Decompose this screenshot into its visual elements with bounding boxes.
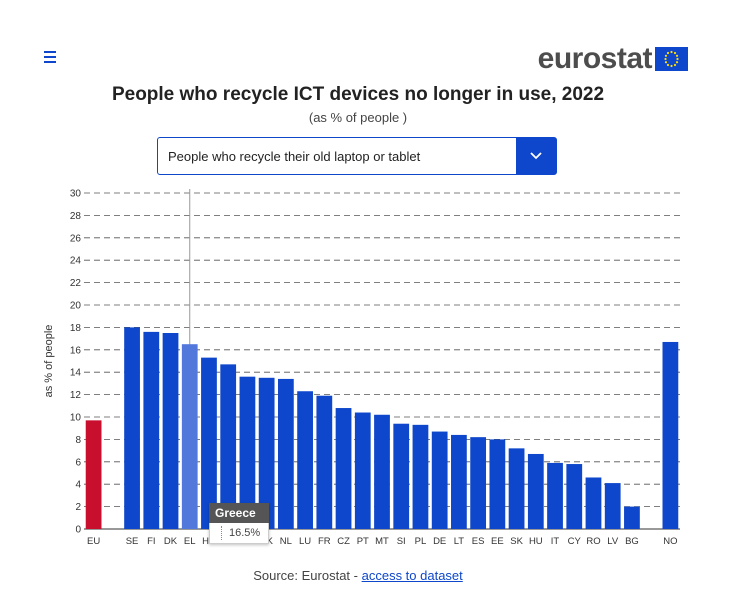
bar-fr xyxy=(316,395,333,529)
logo-text: eurostat xyxy=(537,42,653,75)
bar-es xyxy=(470,437,487,529)
x-tick-label: SE xyxy=(126,536,139,547)
bar-bg xyxy=(624,506,640,529)
bar-nl xyxy=(277,378,294,529)
menu-icon[interactable] xyxy=(44,51,56,63)
y-tick-label: 20 xyxy=(70,301,82,312)
y-tick-label: 12 xyxy=(70,390,82,401)
x-tick-label: FR xyxy=(318,536,331,547)
x-tick-label: DE xyxy=(433,536,446,547)
y-tick-label: 14 xyxy=(70,368,82,379)
y-tick-label: 10 xyxy=(70,413,82,424)
tooltip-value: 16.5% xyxy=(209,523,269,544)
y-tick-label: 18 xyxy=(70,323,82,334)
y-tick-label: 6 xyxy=(75,457,81,468)
bar-lt xyxy=(451,434,467,529)
bar-si xyxy=(393,423,410,529)
x-tick-label: SI xyxy=(397,536,406,547)
bar-lv xyxy=(604,483,621,529)
bar-mt xyxy=(374,414,390,529)
x-tick-label: EL xyxy=(184,536,196,547)
bar-eu xyxy=(85,420,102,529)
tooltip-country: Greece xyxy=(209,503,269,523)
bar-pt xyxy=(354,412,371,529)
chevron-down-icon[interactable] xyxy=(516,138,556,174)
bar-sk xyxy=(258,377,275,529)
y-tick-label: 2 xyxy=(75,502,81,513)
x-tick-label: SK xyxy=(510,536,523,547)
bar-pl xyxy=(412,424,429,529)
bar-dk xyxy=(162,333,179,529)
y-tick-label: 22 xyxy=(70,278,82,289)
bar-se xyxy=(124,327,140,529)
indicator-dropdown-value: People who recycle their old laptop or t… xyxy=(168,148,421,164)
x-tick-label: CY xyxy=(568,536,582,547)
x-tick-label: PL xyxy=(415,536,427,547)
x-tick-label: DK xyxy=(164,536,178,547)
bar-cz xyxy=(335,408,352,529)
bar-ee xyxy=(489,439,506,529)
bar-lu xyxy=(297,391,313,529)
y-tick-label: 4 xyxy=(75,480,81,491)
bar-el xyxy=(181,344,198,529)
y-axis-label: as % of people xyxy=(43,325,55,398)
y-tick-label: 26 xyxy=(70,233,82,244)
x-tick-label: LV xyxy=(607,536,619,547)
x-tick-label: NO xyxy=(663,536,677,547)
y-tick-label: 28 xyxy=(70,211,82,222)
source-prefix: Source: Eurostat - xyxy=(253,568,362,583)
source-note: Source: Eurostat - access to dataset xyxy=(0,568,716,583)
chart-tooltip: Greece 16.5% xyxy=(209,503,269,544)
bar-ro xyxy=(585,477,602,529)
bar-fi xyxy=(143,331,160,529)
x-tick-label: FI xyxy=(147,536,155,547)
bar-be xyxy=(220,364,237,529)
y-tick-label: 24 xyxy=(70,256,82,267)
eu-flag-icon xyxy=(655,47,688,71)
bar-at xyxy=(239,376,256,529)
bar-cy xyxy=(566,464,583,529)
eurostat-logo: eurostat xyxy=(538,44,688,74)
y-tick-label: 8 xyxy=(75,435,81,446)
chart-title: People who recycle ICT devices no longer… xyxy=(111,84,605,105)
bar-it xyxy=(547,462,563,529)
bar-no xyxy=(662,341,679,529)
x-tick-label: ES xyxy=(472,536,485,547)
x-tick-label: PT xyxy=(357,536,369,547)
bar-de xyxy=(431,431,448,529)
x-tick-label: HU xyxy=(529,536,543,547)
dataset-link[interactable]: access to dataset xyxy=(361,568,463,583)
y-tick-label: 0 xyxy=(75,525,81,536)
x-tick-label: EE xyxy=(491,536,504,547)
y-tick-label: 30 xyxy=(70,189,82,200)
x-tick-label: LT xyxy=(454,536,465,547)
bar-sk xyxy=(508,448,525,529)
x-tick-label: LU xyxy=(299,536,311,547)
x-tick-label: MT xyxy=(375,536,389,547)
x-tick-label: BG xyxy=(625,536,639,547)
x-tick-label: CZ xyxy=(337,536,350,547)
bar-hu xyxy=(527,453,544,529)
bar-hr xyxy=(201,357,217,529)
x-tick-label: RO xyxy=(586,536,600,547)
indicator-dropdown[interactable]: People who recycle their old laptop or t… xyxy=(157,137,557,175)
x-tick-label: NL xyxy=(280,536,292,547)
chart-subtitle: (as % of people ) xyxy=(308,110,408,125)
y-tick-label: 16 xyxy=(70,345,82,356)
x-tick-label: IT xyxy=(551,536,560,547)
x-tick-label: EU xyxy=(87,536,100,547)
